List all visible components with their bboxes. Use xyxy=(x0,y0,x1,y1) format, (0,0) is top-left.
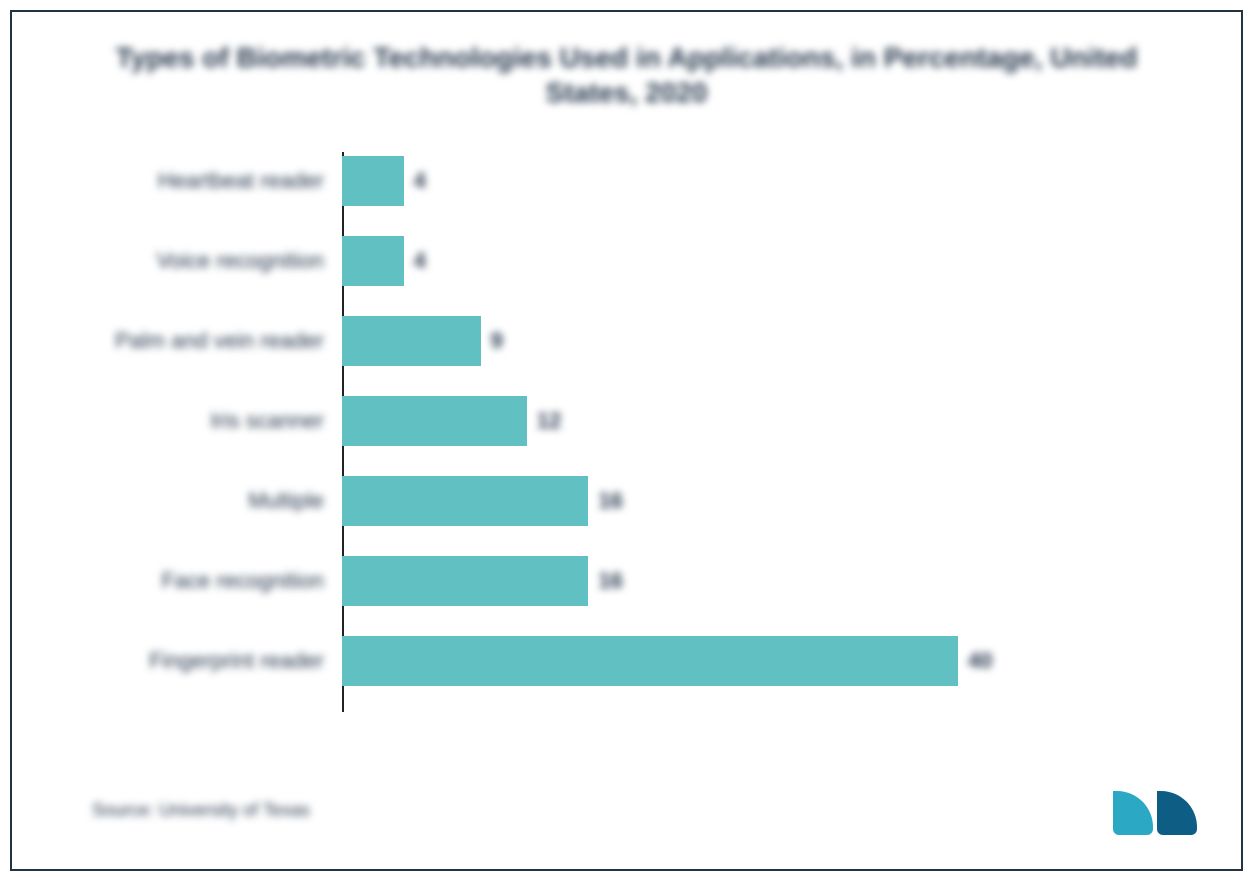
chart-title: Types of Biometric Technologies Used in … xyxy=(12,12,1241,110)
bar-row: Voice recognition4 xyxy=(342,236,426,286)
bar-row: Heartbeat reader4 xyxy=(342,156,426,206)
bar-value-label: 4 xyxy=(414,248,426,274)
bar-category-label: Fingerprint reader xyxy=(24,648,342,674)
bar-value-label: 16 xyxy=(598,568,622,594)
bar-category-label: Voice recognition xyxy=(24,248,342,274)
bar xyxy=(342,636,958,686)
logo-wave-1 xyxy=(1113,791,1153,835)
bar-category-label: Heartbeat reader xyxy=(24,168,342,194)
chart-frame: Types of Biometric Technologies Used in … xyxy=(10,10,1243,871)
bar-row: Iris scanner12 xyxy=(342,396,561,446)
bar xyxy=(342,556,588,606)
bar-value-label: 16 xyxy=(598,488,622,514)
brand-logo xyxy=(1113,785,1201,835)
bar xyxy=(342,156,404,206)
bar-category-label: Iris scanner xyxy=(24,408,342,434)
bar-value-label: 40 xyxy=(968,648,992,674)
bar-row: Face recognition16 xyxy=(342,556,623,606)
bar-category-label: Multiple xyxy=(24,488,342,514)
bar xyxy=(342,236,404,286)
bar xyxy=(342,476,588,526)
bar xyxy=(342,396,527,446)
bar-category-label: Face recognition xyxy=(24,568,342,594)
source-text: Source: University of Texas xyxy=(92,800,310,821)
bar-value-label: 12 xyxy=(537,408,561,434)
bar-value-label: 4 xyxy=(414,168,426,194)
bar-row: Fingerprint reader40 xyxy=(342,636,992,686)
plot-area: Heartbeat reader4 Voice recognition4 Palm … xyxy=(342,152,1172,712)
logo-wave-2 xyxy=(1157,791,1197,835)
bar xyxy=(342,316,481,366)
bar-row: Multiple16 xyxy=(342,476,623,526)
bar-value-label: 9 xyxy=(491,328,503,354)
bar-row: Palm and vein reader9 xyxy=(342,316,503,366)
bar-category-label: Palm and vein reader xyxy=(24,328,342,354)
